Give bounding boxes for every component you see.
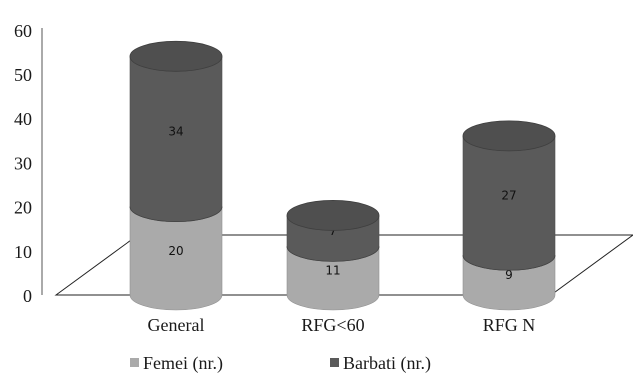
x-tick-label: RFG N — [483, 315, 536, 335]
y-tick-label: 20 — [14, 198, 32, 218]
x-tick-label: General — [148, 315, 205, 335]
y-tick-label: 10 — [14, 242, 32, 262]
bar-barbati-nr-general — [129, 56, 223, 222]
y-axis: 0 10 20 30 40 50 60 — [14, 21, 32, 306]
bar-barbati-nr-rfg-n — [462, 135, 556, 271]
legend-swatch-barbati-nr — [330, 358, 339, 367]
y-tick-label: 40 — [14, 109, 32, 129]
data-label: 7 — [329, 224, 337, 238]
bar-femei-nr-general — [129, 206, 223, 311]
bar-seam — [129, 206, 223, 222]
data-label: 11 — [325, 264, 340, 278]
y-tick-label: 0 — [23, 286, 32, 306]
data-label: 20 — [168, 244, 183, 258]
legend-label: Barbati (nr.) — [343, 353, 431, 374]
bar-top-cap — [129, 40, 223, 72]
y-tick-label: 50 — [14, 65, 32, 85]
bar-group-rfg-n: 9 27 — [462, 120, 556, 311]
legend-label: Femei (nr.) — [143, 353, 223, 374]
bar-seam — [462, 255, 556, 271]
legend: Femei (nr.) Barbati (nr.) — [130, 353, 431, 374]
x-tick-label: RFG<60 — [301, 315, 364, 335]
legend-swatch-femei-nr — [130, 358, 139, 367]
data-label: 34 — [168, 124, 183, 138]
bar-group-rfg-60: 11 7 — [286, 200, 380, 311]
data-label: 27 — [501, 189, 516, 203]
bar-top-cap — [286, 200, 380, 231]
data-label: 9 — [505, 268, 513, 282]
y-tick-label: 60 — [14, 21, 32, 41]
bar-top-cap — [462, 120, 556, 152]
y-tick-label: 30 — [14, 153, 32, 173]
x-axis: General RFG<60 RFG N — [148, 315, 536, 335]
bar-seam — [286, 246, 380, 262]
